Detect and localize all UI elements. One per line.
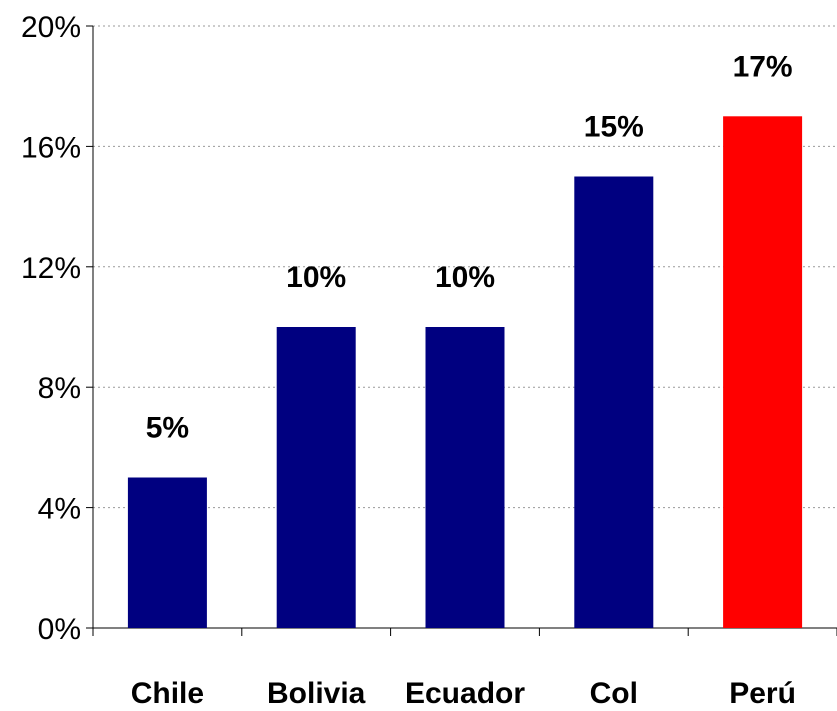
bar-per- bbox=[723, 116, 803, 629]
y-tick-label: 20% bbox=[21, 11, 81, 44]
bar-chile bbox=[127, 477, 207, 628]
x-tick-label: Ecuador bbox=[405, 677, 525, 710]
bar-col bbox=[574, 176, 654, 628]
y-tick-label: 4% bbox=[38, 493, 81, 526]
y-tick-label: 16% bbox=[21, 131, 81, 164]
data-label: 10% bbox=[286, 261, 346, 294]
data-label: 17% bbox=[733, 50, 793, 83]
x-tick-label: Chile bbox=[131, 677, 204, 710]
x-tick-label: Perú bbox=[729, 677, 796, 710]
labels: 0% 4% 8% 12% 16% 20% 5% Chile 10% Bolivia 10% Ecuad… bbox=[21, 11, 796, 710]
bar-bolivia bbox=[276, 327, 356, 628]
bars bbox=[127, 116, 803, 629]
x-tick-label: Col bbox=[590, 677, 638, 710]
x-tick-label: Bolivia bbox=[267, 677, 366, 710]
data-label: 10% bbox=[435, 261, 495, 294]
y-tick-label: 8% bbox=[38, 372, 81, 405]
bar-ecuador bbox=[425, 327, 505, 628]
y-tick-label: 12% bbox=[21, 252, 81, 285]
y-tick-label: 0% bbox=[38, 613, 81, 646]
data-label: 15% bbox=[584, 111, 644, 144]
data-label: 5% bbox=[146, 412, 189, 445]
